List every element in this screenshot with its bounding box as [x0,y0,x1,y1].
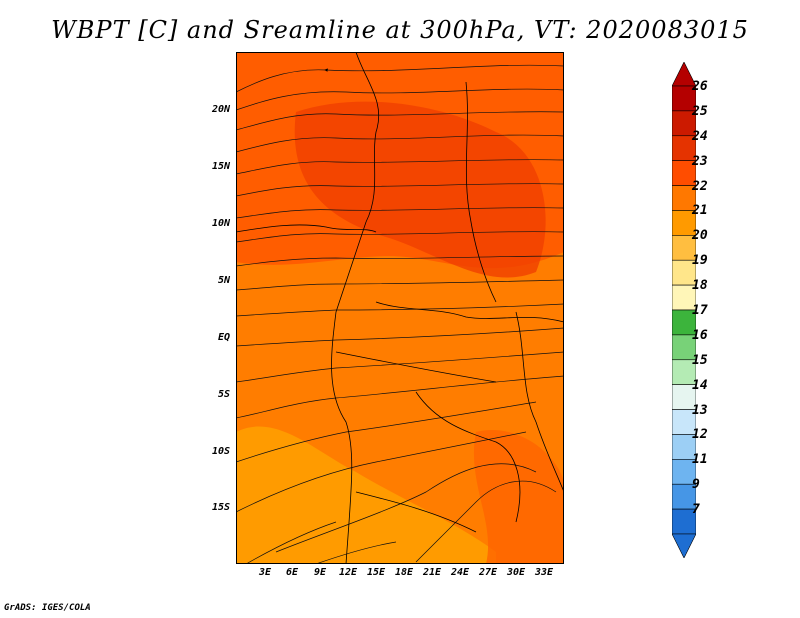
streamlines [236,64,564,564]
colorbar-label: 25 [692,103,708,119]
colorbar-label: 9 [692,477,700,493]
map-title: WBPT [C] and Sreamline at 300hPa, VT: 20… [51,16,749,44]
lon-label-33e: 33E [534,567,554,578]
colorbar-label: 7 [692,502,700,518]
cool-region-south [236,426,496,564]
colorbar-segment [672,210,696,236]
colorbar-segment [672,334,696,361]
lon-label-30e: 30E [506,567,526,578]
colorbar-label: 20 [692,228,708,244]
lat-label-5n: 5N [217,275,230,286]
grads-credit: GrADS: IGES/COLA [4,603,91,613]
colorbar-label: 26 [692,79,708,94]
colorbar-label: 24 [692,128,708,144]
country-borders [236,52,564,564]
lon-label-6e: 6E [285,567,299,578]
lon-label-15e: 15E [366,567,386,578]
map-frame [236,52,564,564]
colorbar-segment [672,409,696,435]
colorbar-segment [672,235,696,261]
colorbar-label: 13 [692,402,708,418]
colorbar-label: 22 [692,178,708,194]
lon-label-27e: 27E [478,567,498,578]
colorbar-label: 21 [692,203,708,219]
lon-label-3e: 3E [258,567,272,578]
lon-label-12e: 12E [338,567,358,578]
lat-label-20n: 20N [211,104,230,115]
colorbar-label: 16 [692,327,708,343]
colorbar-label: 17 [692,303,708,318]
lat-label-10s: 10S [211,446,230,457]
lat-label-15s: 15S [211,502,230,513]
colorbar-segment [672,135,696,161]
colorbar-segment [672,384,696,410]
colorbar-arrow-bottom [672,533,696,558]
lat-label-15n: 15N [211,161,230,172]
lon-label-24e: 24E [450,567,470,578]
colorbar-segment [672,259,696,286]
lon-label-21e: 21E [422,567,442,578]
lon-label-9e: 9E [313,567,327,578]
colorbar-label: 19 [692,253,708,269]
colorbar-segment [672,434,696,460]
lat-label-eq: EQ [217,332,230,343]
colorbar-label: 11 [692,452,708,468]
lon-label-18e: 18E [394,567,414,578]
colorbar-label: 15 [692,352,708,368]
colorbar-label: 23 [692,153,708,169]
lat-label-10n: 10N [211,218,230,229]
colorbar-label: 14 [692,377,708,393]
colorbar-segment [672,459,696,485]
colorbar-segment [672,185,696,211]
hot-core-region [294,101,546,278]
colorbar-label: 18 [692,278,708,294]
lat-label-5s: 5S [217,389,230,400]
colorbar-label: 12 [692,427,708,443]
colorbar [672,62,696,558]
map-panel [236,52,564,564]
colorbar-segment [672,483,696,510]
colorbar-segment [672,160,696,186]
